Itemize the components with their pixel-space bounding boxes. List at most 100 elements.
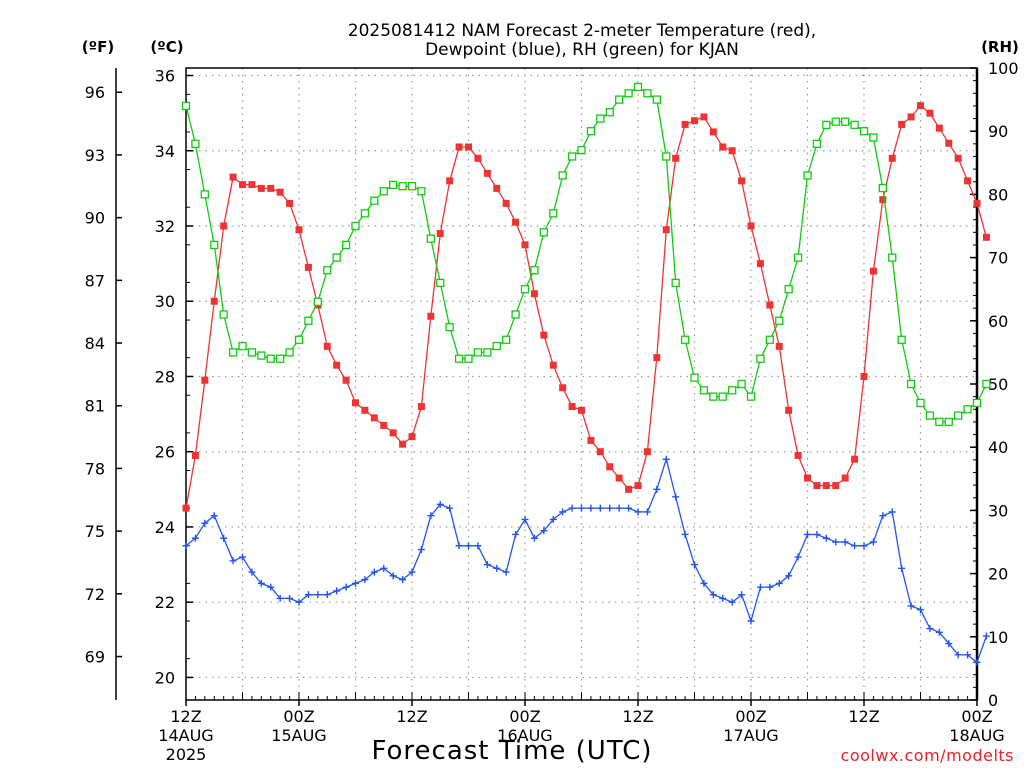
dewpoint-point [634,508,642,516]
dewpoint-point [700,579,708,587]
plot-frame [185,67,978,701]
x-tick-label-year: 2025 [166,745,207,764]
rh-point [304,316,313,325]
temperature-point [898,120,906,128]
dewpoint-point [879,512,887,520]
rh-point [841,117,850,126]
temperature-point [295,226,303,234]
dewpoint-point [653,485,661,493]
dewpoint-point [982,632,990,640]
rh-point [728,386,737,395]
dewpoint-point [747,617,755,625]
dewpoint-point [935,628,943,636]
rh-point [954,411,963,420]
x-tick-label-date: 14AUG [158,726,213,745]
rh-point [257,351,266,360]
dewpoint-point [945,640,953,648]
rh-tick-label: 40 [988,438,1008,457]
dewpoint-point [578,504,585,512]
temperature-point [502,199,510,207]
dewpoint-line [185,456,988,664]
rh-tick-label: 80 [988,185,1008,204]
rh-point [276,354,285,363]
x-tick-label-time: 12Z [848,707,879,726]
temperature-point [954,154,962,162]
rh-tick-label: 70 [988,249,1008,268]
dewpoint-point [389,572,397,580]
series-dewpoint [182,455,990,666]
temperature-point [709,128,717,136]
series-layer [181,82,991,666]
rh-point [963,405,972,414]
dewpoint-point [210,512,218,520]
rh-point [944,417,953,427]
fahrenheit-tick-label: 84 [85,334,105,353]
rh-point [982,379,991,389]
rh-point [935,417,944,427]
temperature-point [512,218,520,226]
dewpoint-point [841,538,849,546]
dewpoint-point [907,602,915,610]
dewpoint-point [399,576,407,584]
dewpoint-point [342,583,350,591]
temperature-point [926,109,934,117]
dewpoint-point [728,598,736,606]
rh-point [831,117,840,126]
rh-point [332,253,341,262]
rh-point [436,278,445,288]
temperature-point [304,263,312,271]
dewpoint-point [352,579,359,587]
rh-point [765,335,774,344]
dewpoint-point [672,493,680,501]
rh-point [313,297,322,306]
rh-point [558,171,567,180]
dewpoint-point [286,594,294,602]
rh-point [294,335,304,344]
rh-point [520,285,530,294]
rh-point [238,341,247,351]
rh-point [492,341,501,351]
temperature-point [794,451,802,459]
rh-point [869,133,878,142]
rh-tick-label: 10 [988,628,1008,647]
temperature-point [832,482,840,490]
rh-point [549,209,558,218]
rh-point [454,354,464,363]
dewpoint-point [465,542,472,550]
dewpoint-point [455,542,463,550]
temperature-point [804,474,811,482]
dewpoint-point [596,504,604,512]
dewpoint-point [276,594,284,602]
temperature-point [606,463,614,471]
rh-point [803,171,812,180]
celsius-tick-label: 20 [155,668,175,687]
temperature-point [474,154,482,162]
rh-point [878,183,887,193]
rh-tick-label: 90 [988,122,1008,141]
dewpoint-point [549,515,557,523]
credit-text: coolwx.com/modelts [841,746,1014,765]
temperature-point [935,124,943,132]
rh-point [793,253,803,262]
series-rh [181,82,991,427]
dewpoint-point [530,534,538,542]
dewpoint-point [314,591,322,599]
rh-point [662,152,671,161]
rh-point [407,182,417,191]
dewpoint-point [446,504,454,512]
dewpoint-point [794,553,802,561]
dewpoint-point [220,534,228,542]
temperature-point [568,403,576,411]
temperature-point [596,448,604,456]
x-tick-label-date: 16AUG [497,726,552,745]
temperature-point [436,230,444,238]
dewpoint-point [380,564,388,572]
rh-point [228,348,238,357]
rh-point [341,240,351,250]
rh-point [671,278,680,288]
dewpoint-point [973,658,981,666]
fahrenheit-tick-label: 96 [85,83,105,102]
fahrenheit-tick-label: 90 [85,209,105,228]
dewpoint-point [493,564,501,572]
rh-point [859,127,869,136]
